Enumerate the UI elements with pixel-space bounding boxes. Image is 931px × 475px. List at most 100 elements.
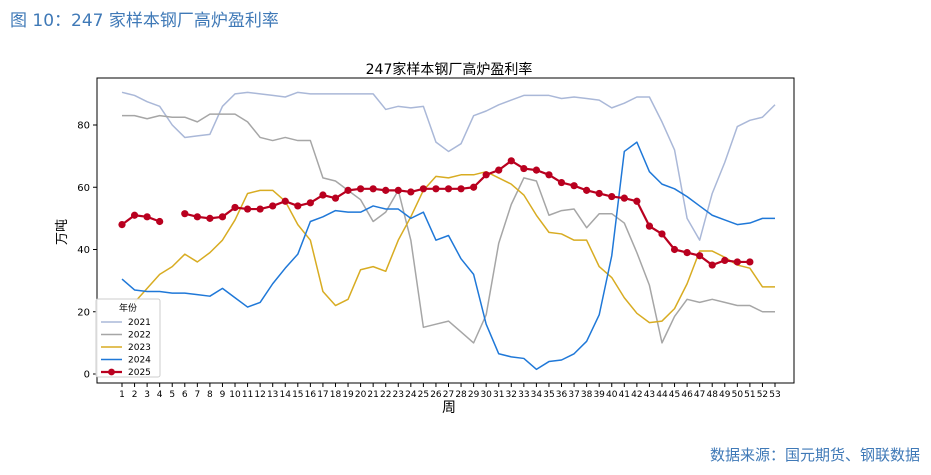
x-tick-label: 36 bbox=[556, 390, 568, 400]
x-tick-label: 3 bbox=[144, 390, 150, 400]
point-2025 bbox=[231, 203, 239, 212]
point-2025 bbox=[130, 211, 139, 219]
x-tick-label: 1 bbox=[119, 390, 125, 400]
x-tick-label: 24 bbox=[405, 390, 417, 400]
legend-label: 2022 bbox=[128, 331, 151, 341]
x-tick-label: 37 bbox=[568, 390, 579, 400]
legend: 年份 2021 2022 2023 2024 2025 bbox=[95, 298, 161, 378]
point-2025 bbox=[507, 157, 515, 165]
legend-item-2025: 2025 bbox=[101, 368, 151, 378]
x-tick-label: 47 bbox=[694, 390, 705, 400]
point-2025 bbox=[306, 199, 314, 207]
point-2025 bbox=[532, 166, 541, 174]
series-2023 bbox=[134, 170, 775, 324]
x-tick-label: 52 bbox=[757, 390, 768, 400]
series-2021 bbox=[121, 91, 776, 241]
x-tick-label: 23 bbox=[393, 390, 404, 400]
legend-marker bbox=[108, 368, 115, 376]
legend-title: 年份 bbox=[119, 302, 137, 314]
point-2025 bbox=[382, 186, 390, 194]
legend-label: 2024 bbox=[128, 356, 151, 366]
x-tick-label: 18 bbox=[330, 390, 342, 400]
x-tick-label: 44 bbox=[656, 390, 668, 400]
x-tick-label: 30 bbox=[480, 390, 492, 400]
series-line-2025 bbox=[121, 159, 750, 267]
legend-label: 2025 bbox=[128, 368, 151, 378]
point-2025 bbox=[495, 166, 503, 174]
y-tick-label: 0 bbox=[84, 370, 90, 381]
point-2025 bbox=[243, 205, 252, 213]
x-tick-label: 20 bbox=[355, 390, 367, 400]
point-2025 bbox=[470, 183, 478, 191]
point-2025 bbox=[369, 185, 377, 193]
x-tick-label: 46 bbox=[681, 390, 693, 400]
x-tick-label: 31 bbox=[493, 390, 504, 400]
point-2025 bbox=[356, 185, 365, 193]
source-note: 数据来源：国元期货、钢联数据 bbox=[709, 446, 920, 464]
point-2025 bbox=[708, 261, 716, 269]
x-tick-label: 49 bbox=[719, 390, 731, 400]
point-2025 bbox=[394, 186, 402, 194]
chart-title: 247家样本钢厂高炉盈利率 bbox=[366, 61, 533, 78]
point-2025 bbox=[344, 186, 352, 194]
legend-item-2024: 2024 bbox=[101, 356, 151, 366]
point-2025 bbox=[256, 205, 264, 213]
x-axis-label: 周 bbox=[442, 400, 456, 416]
point-2025 bbox=[670, 245, 679, 254]
point-2025 bbox=[633, 197, 641, 205]
point-2025 bbox=[269, 202, 277, 210]
series-layer bbox=[118, 91, 776, 371]
point-2025 bbox=[696, 252, 704, 260]
point-2025 bbox=[407, 188, 415, 196]
x-tick-label: 34 bbox=[531, 390, 543, 400]
x-tick-label: 40 bbox=[606, 390, 618, 400]
x-tick-label: 35 bbox=[543, 390, 554, 400]
x-tick-label: 26 bbox=[430, 390, 442, 400]
x-tick-label: 41 bbox=[619, 390, 630, 400]
x-tick-label: 2 bbox=[132, 390, 138, 400]
x-tick-label: 17 bbox=[317, 390, 328, 400]
figure-caption: 图 10：247 家样本钢厂高炉盈利率 bbox=[10, 11, 279, 31]
point-2025 bbox=[143, 213, 151, 221]
x-tick-label: 21 bbox=[367, 390, 378, 400]
x-tick-label: 7 bbox=[194, 390, 200, 400]
legend-label: 2023 bbox=[128, 343, 151, 353]
series-line-2024 bbox=[121, 141, 775, 371]
point-2025 bbox=[432, 185, 440, 193]
y-tick-label: 20 bbox=[77, 307, 90, 318]
x-tick-label: 12 bbox=[254, 390, 265, 400]
legend-item-2021: 2021 bbox=[101, 318, 151, 328]
series-line-2022 bbox=[122, 113, 775, 344]
x-tick-label: 38 bbox=[581, 390, 593, 400]
point-2025 bbox=[520, 164, 528, 173]
point-2025 bbox=[746, 258, 754, 266]
point-2025 bbox=[683, 249, 691, 257]
x-axis: 1 2 3 4 5 6 7 8 9 10 11 12 13 14 15 16 17 18 19 20 21 22 23 24 2… bbox=[119, 383, 781, 400]
x-tick-label: 48 bbox=[706, 390, 718, 400]
y-tick-label: 80 bbox=[77, 121, 90, 132]
y-axis: 0 20 40 60 80 bbox=[77, 121, 97, 381]
point-2025 bbox=[620, 194, 628, 202]
point-2025 bbox=[319, 191, 327, 199]
point-2025 bbox=[206, 214, 214, 222]
x-tick-label: 32 bbox=[506, 390, 517, 400]
x-tick-label: 53 bbox=[769, 390, 780, 400]
point-2025 bbox=[218, 213, 227, 221]
x-tick-label: 29 bbox=[468, 390, 480, 400]
point-2025 bbox=[482, 171, 490, 179]
point-2025 bbox=[281, 197, 289, 205]
series-2025 bbox=[118, 157, 754, 269]
point-2025 bbox=[193, 213, 201, 221]
x-tick-label: 51 bbox=[744, 390, 755, 400]
x-tick-label: 42 bbox=[631, 390, 642, 400]
x-tick-label: 16 bbox=[305, 390, 317, 400]
point-2025 bbox=[733, 258, 741, 266]
x-tick-label: 43 bbox=[644, 390, 655, 400]
x-tick-label: 33 bbox=[518, 390, 529, 400]
x-tick-label: 13 bbox=[267, 390, 278, 400]
y-axis-label: 万吨 bbox=[55, 219, 70, 245]
plot-area bbox=[96, 77, 795, 384]
point-2025 bbox=[645, 222, 654, 230]
x-tick-label: 14 bbox=[280, 390, 292, 400]
x-tick-label: 6 bbox=[182, 390, 188, 400]
